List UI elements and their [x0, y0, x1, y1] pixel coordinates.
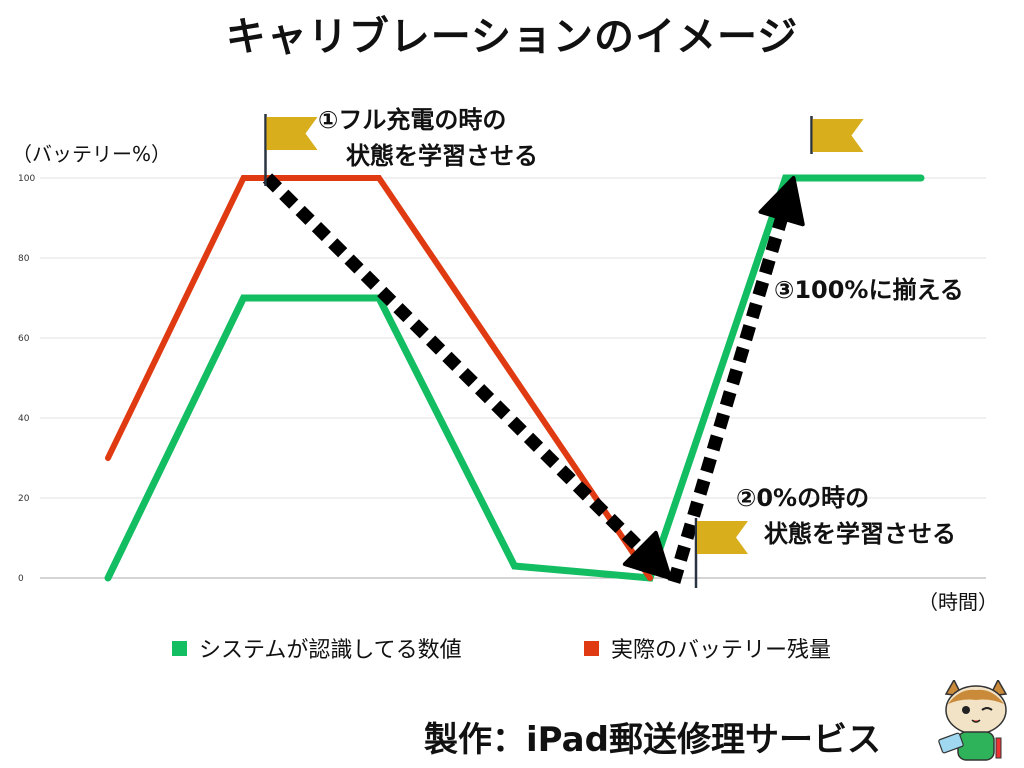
arrow-down-shaft [262, 173, 648, 556]
y-tick-label-60: 60 [18, 334, 30, 344]
series-line-actual [105, 175, 653, 581]
credit-text: 製作：iPad郵送修理サービス [424, 720, 881, 760]
arrow-up-shaft [667, 212, 790, 584]
legend-item-actual: 実際のバッテリー残量 [584, 632, 831, 664]
y-tick-label-20: 20 [18, 494, 30, 504]
y-tick-label-100: 100 [18, 174, 35, 184]
legend-item-system: システムが認識してる数値 [172, 632, 462, 664]
flag-icon-zero-banner [697, 521, 748, 554]
annotation-zero-percent: ②0%の時の 状態を学習させる [736, 480, 956, 552]
arrow-up-head [758, 176, 805, 227]
legend-swatch-actual [584, 640, 599, 656]
legend-label-system: システムが認識してる数値 [199, 638, 462, 663]
mascot-cat-icon [938, 680, 1008, 761]
annotation-full-charge-line1: ①フル充電の時の [318, 106, 507, 134]
x-axis-label: （時間） [918, 590, 998, 614]
annotation-align-100-line1: ③100%に揃える [774, 276, 964, 304]
y-tick-label-0: 0 [18, 574, 24, 584]
y-tick-label-40: 40 [18, 414, 30, 424]
flag-icon-top-banner [812, 119, 864, 152]
y-axis-label: （バッテリー%） [12, 142, 172, 166]
annotation-full-charge-line2: 状態を学習させる [346, 142, 538, 170]
legend-label-actual: 実際のバッテリー残量 [611, 638, 832, 663]
y-tick-label-80: 80 [18, 254, 30, 264]
arrow-down-head [622, 530, 672, 580]
annotation-zero-percent-line1: ②0%の時の [736, 484, 870, 512]
legend-swatch-system [172, 640, 187, 656]
annotation-full-charge: ①フル充電の時の 状態を学習させる [318, 102, 538, 174]
annotation-align-100: ③100%に揃える [774, 272, 964, 308]
flag-icon-full-banner [266, 117, 318, 150]
legend: システムが認識してる数値 実際のバッテリー残量 [0, 632, 1024, 672]
annotation-zero-percent-line2: 状態を学習させる [764, 520, 956, 548]
chart-title: キャリブレーションのイメージ [225, 14, 799, 60]
